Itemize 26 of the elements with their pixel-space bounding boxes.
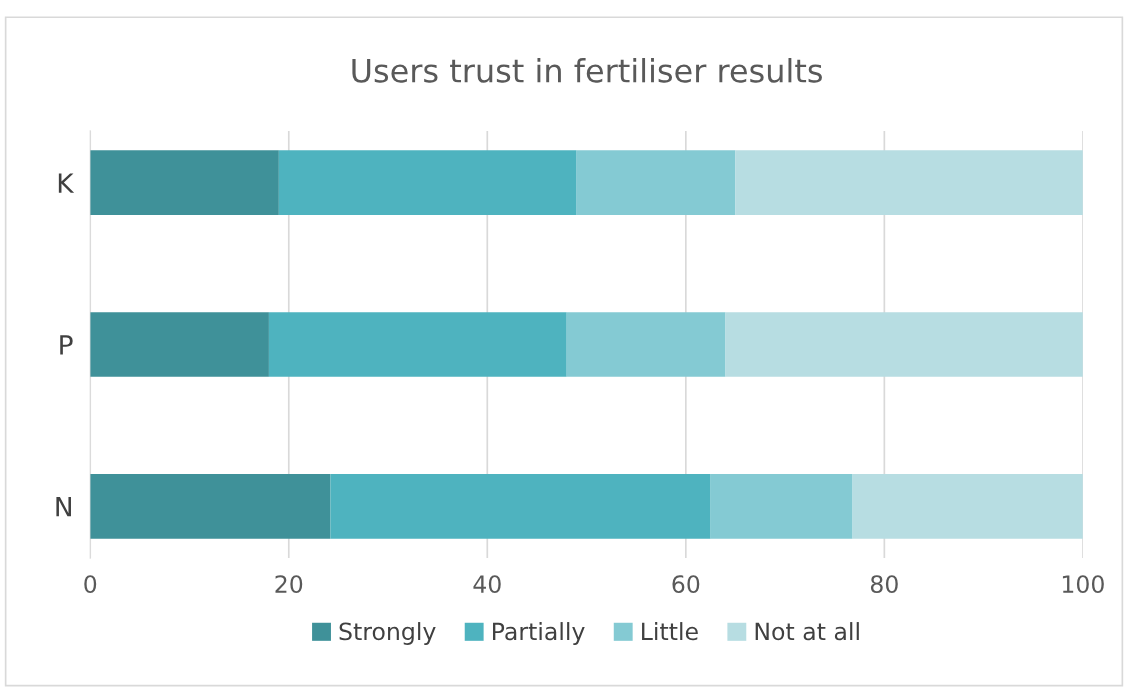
x-tick-label: 0 xyxy=(84,575,97,594)
chart-title: Users trust in fertiliser results xyxy=(352,58,822,83)
bar xyxy=(90,150,279,216)
x-tick-label: 40 xyxy=(473,575,501,594)
bar xyxy=(735,150,1083,216)
bar xyxy=(566,312,726,377)
x-tick-label: 100 xyxy=(1062,575,1104,594)
bar xyxy=(90,473,331,539)
y-tick-label: K xyxy=(58,173,75,193)
bar xyxy=(576,150,736,216)
legend-label: Strongly xyxy=(339,622,436,645)
x-tick-label: 20 xyxy=(275,575,303,594)
x-tick-label: 60 xyxy=(672,575,700,594)
bar xyxy=(278,150,577,216)
legend-label: Not at all xyxy=(755,622,859,641)
x-tick-label: 80 xyxy=(870,575,898,594)
legend-label: Partially xyxy=(493,622,585,645)
y-tick-label: P xyxy=(60,335,73,355)
bar xyxy=(852,473,1083,539)
bar xyxy=(725,312,1083,377)
bar xyxy=(710,473,853,539)
bar xyxy=(90,312,269,377)
bar xyxy=(330,473,711,539)
bar xyxy=(268,312,567,377)
legend-label: Little xyxy=(642,622,698,641)
y-tick-label: N xyxy=(56,497,71,517)
